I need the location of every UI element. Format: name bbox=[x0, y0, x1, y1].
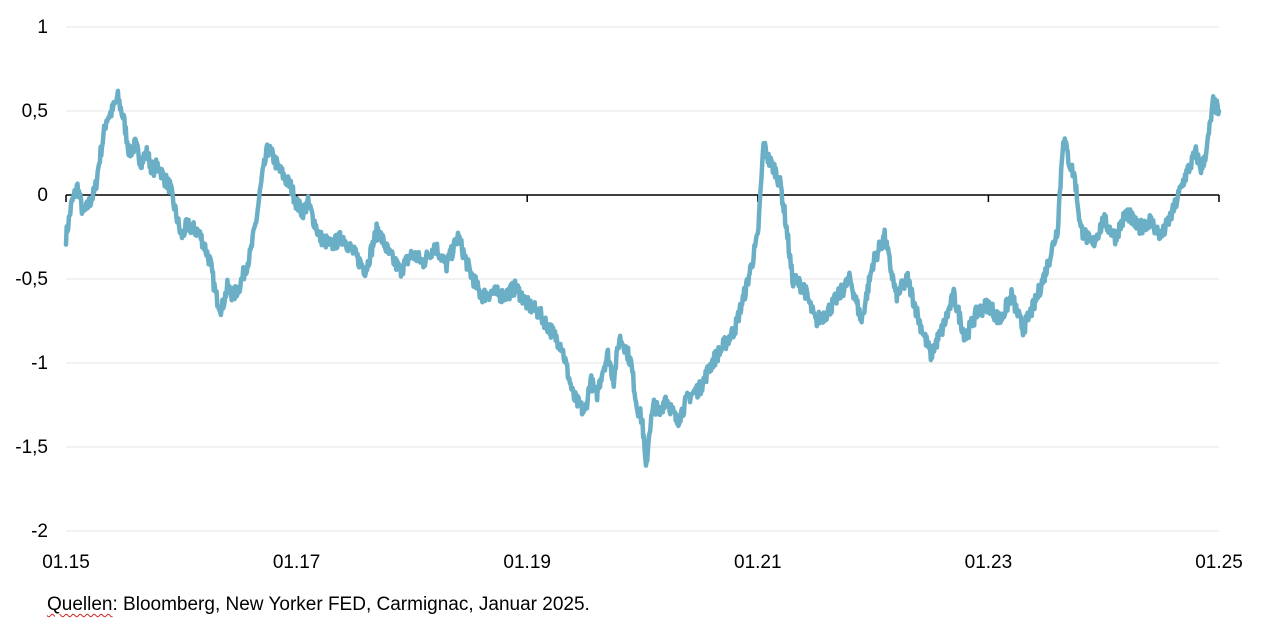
x-tick-label-2: 01.19 bbox=[503, 552, 551, 573]
y-tick-label-1: 0,5 bbox=[22, 101, 48, 122]
series-line-0 bbox=[63, 88, 1222, 468]
series-group bbox=[63, 88, 1222, 468]
y-axis-labels: 1 0,5 0 -0,5 -1 -1,5 -2 bbox=[15, 17, 48, 542]
y-tick-label-6: -2 bbox=[31, 521, 48, 542]
y-tick-label-0: 1 bbox=[37, 17, 48, 38]
x-tick-label-4: 01.23 bbox=[965, 552, 1013, 573]
y-tick-label-2: 0 bbox=[37, 185, 48, 206]
y-tick-label-3: -0,5 bbox=[15, 269, 48, 290]
y-tick-label-4: -1 bbox=[31, 353, 48, 374]
x-axis bbox=[65, 194, 1220, 202]
source-note: Quellen: Bloomberg, New Yorker FED, Carm… bbox=[47, 594, 590, 616]
x-tick-label-0: 01.15 bbox=[42, 552, 90, 573]
x-tick-label-5: 01.25 bbox=[1195, 552, 1243, 573]
x-tick-label-3: 01.21 bbox=[734, 552, 782, 573]
x-axis-labels: 01.15 01.17 01.19 01.21 01.23 01.25 bbox=[42, 552, 1243, 573]
x-tick-label-1: 01.17 bbox=[273, 552, 321, 573]
y-tick-label-5: -1,5 bbox=[15, 437, 48, 458]
source-note-text: : Bloomberg, New Yorker FED, Carmignac, … bbox=[112, 594, 590, 615]
source-note-prefix: Quellen bbox=[47, 594, 113, 615]
